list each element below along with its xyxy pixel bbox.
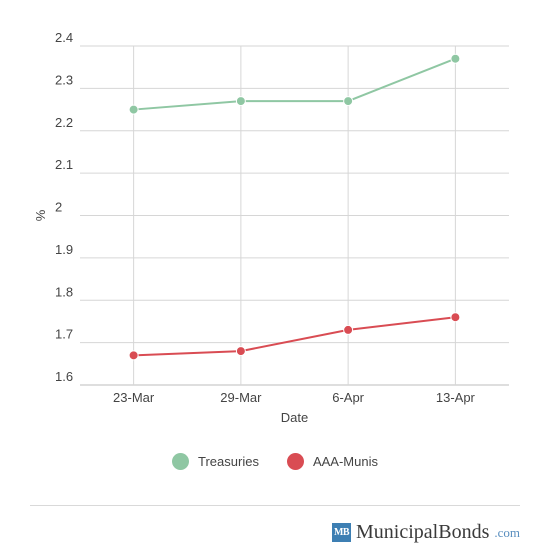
brand-badge: MB <box>332 523 352 542</box>
data-point-aaa-munis[interactable] <box>343 324 354 335</box>
brand-name: MunicipalBonds <box>356 521 490 543</box>
x-tick-label: 13-Apr <box>436 390 476 405</box>
y-tick-label: 2.3 <box>55 72 73 87</box>
y-axis-label: % <box>33 209 48 221</box>
brand-logo[interactable]: MB MunicipalBonds .com <box>332 521 520 544</box>
y-tick-label: 2.4 <box>55 30 73 45</box>
series-line-aaa-munis <box>133 316 456 357</box>
x-tick-label: 23-Mar <box>113 390 155 405</box>
x-axis-ticks: 23-Mar 29-Mar 6-Apr 13-Apr <box>113 390 476 405</box>
series-layer <box>128 53 461 361</box>
line-chart: 1.6 1.7 1.8 1.9 2 2.1 2.2 2.3 2.4 23-Mar 29-Mar 6-… <box>33 30 509 425</box>
legend-marker-aaa-munis <box>286 453 304 470</box>
y-tick-label: 1.6 <box>55 369 73 384</box>
legend-item-aaa-munis[interactable]: AAA-Munis <box>286 453 378 470</box>
legend-label-aaa-munis: AAA-Munis <box>312 454 378 469</box>
data-point-treasuries[interactable] <box>450 53 461 64</box>
legend-label-treasuries: Treasuries <box>198 454 259 469</box>
y-tick-label: 2 <box>55 200 62 215</box>
legend-item-treasuries[interactable]: Treasuries <box>172 453 259 470</box>
legend-marker-treasuries <box>172 453 190 470</box>
x-tick-label: 29-Mar <box>220 390 262 405</box>
y-tick-label: 2.1 <box>55 157 73 172</box>
y-tick-label: 2.2 <box>55 115 73 130</box>
y-tick-label: 1.8 <box>55 284 73 299</box>
data-point-aaa-munis[interactable] <box>128 350 139 361</box>
brand-tld: .com <box>494 524 520 540</box>
y-tick-label: 1.9 <box>55 242 73 257</box>
series-line-treasuries <box>133 57 456 111</box>
data-point-treasuries[interactable] <box>128 104 139 115</box>
x-axis-label: Date <box>281 410 308 425</box>
data-point-treasuries[interactable] <box>235 96 246 107</box>
data-point-treasuries[interactable] <box>343 96 354 107</box>
x-tick-label: 6-Apr <box>332 390 364 405</box>
data-point-aaa-munis[interactable] <box>235 346 246 357</box>
y-axis-ticks: 1.6 1.7 1.8 1.9 2 2.1 2.2 2.3 2.4 <box>55 30 73 384</box>
footer-divider <box>30 505 520 506</box>
data-point-aaa-munis[interactable] <box>450 312 461 323</box>
legend: Treasuries AAA-Munis <box>0 453 550 470</box>
y-tick-label: 1.7 <box>55 327 73 342</box>
gridlines <box>80 45 509 386</box>
